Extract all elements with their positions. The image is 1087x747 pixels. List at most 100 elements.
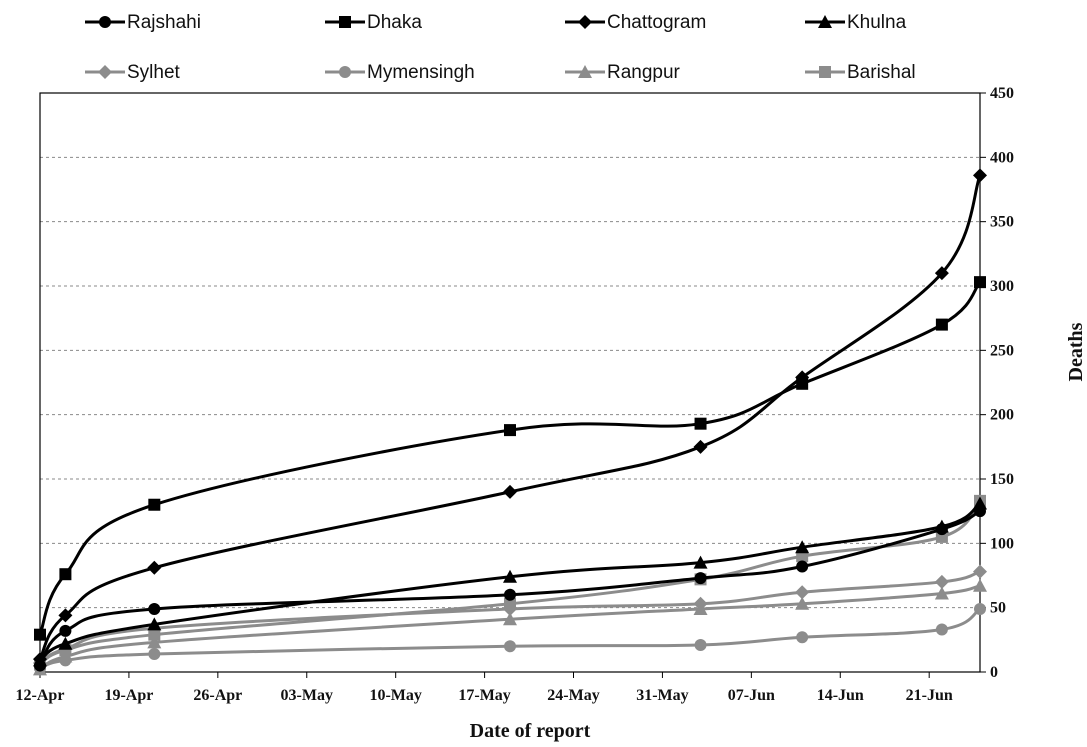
point-rangpur	[795, 596, 810, 610]
series-line-rajshahi	[38, 509, 982, 668]
point-dhaka	[974, 276, 986, 289]
series-rajshahi	[34, 505, 986, 672]
x-tick-label: 24-May	[547, 687, 599, 704]
legend-item-rangpur: Rangpur	[565, 62, 681, 83]
point-chattogram	[503, 484, 517, 499]
point-sylhet	[795, 585, 810, 600]
point-mymensingh	[974, 602, 986, 615]
point-rangpur	[934, 586, 949, 600]
series-layer	[33, 168, 987, 676]
point-rajshahi	[59, 624, 72, 637]
x-tick-label: 17-May	[458, 687, 510, 704]
point-rajshahi	[694, 572, 707, 585]
x-tick-label: 12-Apr	[16, 687, 65, 704]
point-khulna	[33, 653, 47, 667]
x-tick-label: 19-Apr	[104, 687, 153, 704]
legend-item-sylhet: Sylhet	[85, 62, 181, 83]
x-tick-label: 26-Apr	[193, 687, 242, 704]
point-dhaka	[694, 417, 707, 430]
point-dhaka	[504, 424, 516, 437]
series-line-mymensingh	[38, 607, 982, 670]
point-mymensingh	[504, 640, 516, 653]
plot-frame	[39, 92, 981, 673]
point-khulna	[795, 540, 810, 554]
axes: 0 50 100 150 200 250 300 350 400 450 12-Apr 19-Apr 2…	[16, 85, 1014, 704]
legend-item-chattogram: Chattogram	[565, 12, 706, 33]
point-rajshahi	[796, 560, 809, 573]
point-chattogram	[934, 266, 949, 281]
point-rajshahi	[504, 588, 516, 601]
point-rangpur	[973, 578, 987, 592]
series-line-dhaka	[38, 280, 982, 637]
grid	[40, 92, 980, 609]
x-tick-label: 10-May	[369, 687, 421, 704]
x-tick-label: 07-Jun	[728, 687, 775, 704]
legend-label: Mymensingh	[367, 62, 475, 83]
point-barishal	[796, 550, 809, 563]
point-dhaka	[148, 498, 161, 511]
y-axis-title: Deaths	[1065, 322, 1087, 381]
legend-marker	[339, 66, 351, 78]
legend-item-barishal: Barishal	[805, 62, 916, 83]
point-rangpur	[503, 612, 517, 626]
series-line-chattogram	[38, 173, 982, 661]
point-dhaka	[34, 628, 46, 641]
x-tick-label: 03-May	[281, 687, 333, 704]
legend-marker	[578, 15, 592, 29]
point-rangpur	[693, 601, 708, 615]
legend-marker	[819, 66, 831, 78]
legend-marker	[99, 16, 111, 28]
point-khulna	[147, 617, 162, 631]
y-tick-label: 250	[990, 342, 1014, 359]
point-rangpur	[147, 635, 162, 649]
point-khulna	[973, 496, 987, 510]
legend-label: Dhaka	[367, 12, 422, 33]
point-khulna	[693, 555, 708, 569]
legend-marker	[339, 16, 351, 28]
point-mymensingh	[148, 647, 161, 660]
series-khulna	[33, 496, 987, 667]
y-tick-label: 100	[990, 535, 1014, 552]
point-barishal	[148, 628, 161, 641]
legend-label: Barishal	[847, 62, 916, 83]
y-tick-label: 0	[990, 664, 998, 681]
y-tick-label: 400	[990, 149, 1014, 166]
x-tick-label: 21-Jun	[906, 687, 953, 704]
legend-item-rajshahi: Rajshahi	[85, 12, 201, 33]
y-tick-label: 200	[990, 407, 1014, 424]
legend-item-dhaka: Dhaka	[325, 12, 422, 33]
point-barishal	[504, 597, 516, 610]
legend-marker	[578, 65, 592, 78]
legend: Rajshahi Dhaka Chattogram Khulna Sylhet Mymen…	[85, 12, 916, 83]
series-line-khulna	[38, 501, 982, 662]
point-khulna	[503, 569, 517, 583]
point-chattogram	[973, 168, 987, 183]
y-tick-label: 450	[990, 85, 1014, 102]
point-rajshahi	[148, 602, 161, 615]
legend-item-mymensingh: Mymensingh	[325, 62, 475, 83]
series-line-sylhet	[38, 570, 982, 665]
point-chattogram	[147, 560, 162, 575]
legend-item-khulna: Khulna	[805, 12, 907, 33]
y-tick-label: 350	[990, 214, 1014, 231]
legend-label: Sylhet	[127, 62, 181, 83]
point-khulna	[934, 519, 949, 533]
point-chattogram	[795, 370, 810, 385]
point-dhaka	[59, 568, 72, 581]
y-tick-label: 50	[990, 600, 1006, 617]
legend-label: Chattogram	[607, 12, 706, 33]
point-mymensingh	[796, 631, 809, 644]
point-mymensingh	[694, 638, 707, 651]
y-tick-label: 150	[990, 471, 1014, 488]
x-tick-label: 31-May	[636, 687, 688, 704]
point-mymensingh	[935, 623, 948, 636]
legend-label: Khulna	[847, 12, 907, 33]
legend-label: Rangpur	[607, 62, 681, 83]
x-tick-label: 14-Jun	[817, 687, 864, 704]
legend-label: Rajshahi	[127, 12, 201, 33]
point-chattogram	[693, 439, 708, 454]
point-sylhet	[973, 564, 987, 579]
point-dhaka	[935, 318, 948, 331]
